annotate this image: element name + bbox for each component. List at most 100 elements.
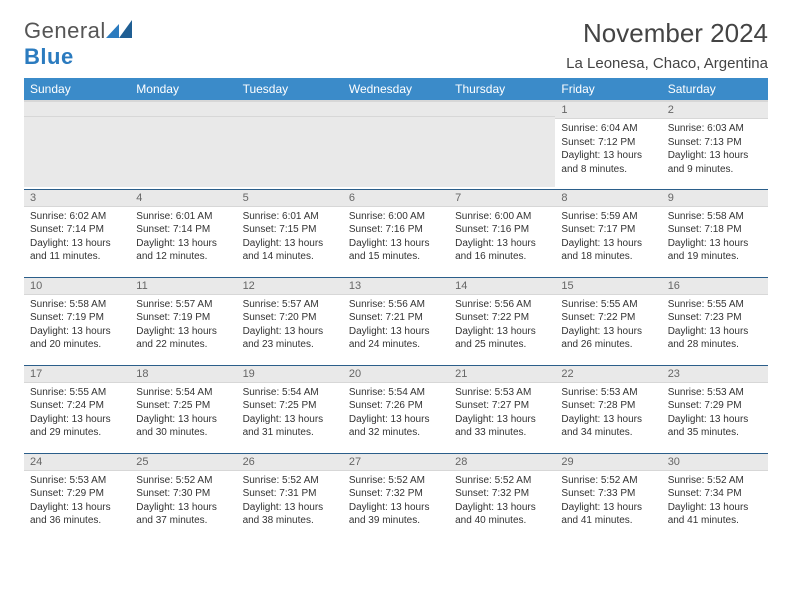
daylight-text: Daylight: 13 hours and 12 minutes. [136,237,230,264]
calendar-cell: 20Sunrise: 5:54 AMSunset: 7:26 PMDayligh… [343,365,449,453]
day-body [24,117,130,187]
calendar-row: 3Sunrise: 6:02 AMSunset: 7:14 PMDaylight… [24,189,768,277]
month-title: November 2024 [566,18,768,49]
calendar-cell: 22Sunrise: 5:53 AMSunset: 7:28 PMDayligh… [555,365,661,453]
day-body: Sunrise: 6:00 AMSunset: 7:16 PMDaylight:… [449,207,555,268]
daylight-text: Daylight: 13 hours and 18 minutes. [561,237,655,264]
daylight-text: Daylight: 13 hours and 33 minutes. [455,413,549,440]
sunrise-text: Sunrise: 5:54 AM [136,386,230,400]
header-bar: General Blue November 2024 La Leonesa, C… [24,18,768,72]
location-title: La Leonesa, Chaco, Argentina [566,55,768,72]
sunrise-text: Sunrise: 5:53 AM [455,386,549,400]
daylight-text: Daylight: 13 hours and 29 minutes. [30,413,124,440]
daylight-text: Daylight: 13 hours and 25 minutes. [455,325,549,352]
day-body: Sunrise: 5:58 AMSunset: 7:18 PMDaylight:… [662,207,768,268]
sunset-text: Sunset: 7:12 PM [561,136,655,150]
calendar-cell: 9Sunrise: 5:58 AMSunset: 7:18 PMDaylight… [662,189,768,277]
sunrise-text: Sunrise: 6:02 AM [30,210,124,224]
day-body: Sunrise: 6:01 AMSunset: 7:15 PMDaylight:… [237,207,343,268]
calendar-cell: 15Sunrise: 5:55 AMSunset: 7:22 PMDayligh… [555,277,661,365]
day-number: 1 [555,102,661,119]
day-body [130,117,236,187]
sunset-text: Sunset: 7:32 PM [349,487,443,501]
sunset-text: Sunset: 7:29 PM [30,487,124,501]
daylight-text: Daylight: 13 hours and 15 minutes. [349,237,443,264]
day-body: Sunrise: 5:55 AMSunset: 7:24 PMDaylight:… [24,383,130,444]
sunrise-text: Sunrise: 5:52 AM [243,474,337,488]
sunset-text: Sunset: 7:20 PM [243,311,337,325]
day-number: 3 [24,190,130,207]
calendar-cell: 7Sunrise: 6:00 AMSunset: 7:16 PMDaylight… [449,189,555,277]
day-number: 15 [555,278,661,295]
day-number: 24 [24,454,130,471]
calendar-cell: 2Sunrise: 6:03 AMSunset: 7:13 PMDaylight… [662,101,768,189]
sunset-text: Sunset: 7:23 PM [668,311,762,325]
sunset-text: Sunset: 7:14 PM [30,223,124,237]
daylight-text: Daylight: 13 hours and 38 minutes. [243,501,337,528]
calendar-cell: 6Sunrise: 6:00 AMSunset: 7:16 PMDaylight… [343,189,449,277]
day-body: Sunrise: 5:53 AMSunset: 7:28 PMDaylight:… [555,383,661,444]
sunrise-text: Sunrise: 5:54 AM [349,386,443,400]
daylight-text: Daylight: 13 hours and 22 minutes. [136,325,230,352]
sunrise-text: Sunrise: 5:53 AM [668,386,762,400]
daylight-text: Daylight: 13 hours and 20 minutes. [30,325,124,352]
calendar-cell: 11Sunrise: 5:57 AMSunset: 7:19 PMDayligh… [130,277,236,365]
day-body: Sunrise: 5:52 AMSunset: 7:30 PMDaylight:… [130,471,236,532]
day-body: Sunrise: 5:53 AMSunset: 7:29 PMDaylight:… [24,471,130,532]
sunrise-text: Sunrise: 5:58 AM [668,210,762,224]
day-number: 6 [343,190,449,207]
day-body: Sunrise: 5:59 AMSunset: 7:17 PMDaylight:… [555,207,661,268]
day-body: Sunrise: 5:58 AMSunset: 7:19 PMDaylight:… [24,295,130,356]
sunset-text: Sunset: 7:27 PM [455,399,549,413]
day-body: Sunrise: 5:56 AMSunset: 7:22 PMDaylight:… [449,295,555,356]
sunset-text: Sunset: 7:22 PM [455,311,549,325]
sunrise-text: Sunrise: 6:01 AM [243,210,337,224]
sunrise-text: Sunrise: 6:03 AM [668,122,762,136]
calendar-cell: 28Sunrise: 5:52 AMSunset: 7:32 PMDayligh… [449,453,555,541]
sunrise-text: Sunrise: 6:01 AM [136,210,230,224]
sunset-text: Sunset: 7:14 PM [136,223,230,237]
calendar-cell: 17Sunrise: 5:55 AMSunset: 7:24 PMDayligh… [24,365,130,453]
calendar-cell: 8Sunrise: 5:59 AMSunset: 7:17 PMDaylight… [555,189,661,277]
sunset-text: Sunset: 7:30 PM [136,487,230,501]
logo-text-2: Blue [24,44,74,69]
day-number: 17 [24,366,130,383]
day-number [237,102,343,117]
day-number: 4 [130,190,236,207]
day-number: 7 [449,190,555,207]
sunset-text: Sunset: 7:34 PM [668,487,762,501]
sunset-text: Sunset: 7:21 PM [349,311,443,325]
daylight-text: Daylight: 13 hours and 34 minutes. [561,413,655,440]
day-header: Tuesday [237,78,343,101]
day-number [343,102,449,117]
sunrise-text: Sunrise: 5:55 AM [668,298,762,312]
day-number: 14 [449,278,555,295]
sunrise-text: Sunrise: 5:52 AM [136,474,230,488]
day-body: Sunrise: 5:57 AMSunset: 7:20 PMDaylight:… [237,295,343,356]
calendar-row: 24Sunrise: 5:53 AMSunset: 7:29 PMDayligh… [24,453,768,541]
calendar-cell: 24Sunrise: 5:53 AMSunset: 7:29 PMDayligh… [24,453,130,541]
sunrise-text: Sunrise: 5:55 AM [30,386,124,400]
day-number: 21 [449,366,555,383]
title-block: November 2024 La Leonesa, Chaco, Argenti… [566,18,768,72]
calendar-row: 17Sunrise: 5:55 AMSunset: 7:24 PMDayligh… [24,365,768,453]
sunset-text: Sunset: 7:25 PM [136,399,230,413]
day-number: 10 [24,278,130,295]
calendar-table: SundayMondayTuesdayWednesdayThursdayFrid… [24,78,768,541]
sunrise-text: Sunrise: 6:04 AM [561,122,655,136]
sunset-text: Sunset: 7:15 PM [243,223,337,237]
day-number: 20 [343,366,449,383]
sunset-text: Sunset: 7:32 PM [455,487,549,501]
daylight-text: Daylight: 13 hours and 37 minutes. [136,501,230,528]
day-body: Sunrise: 5:54 AMSunset: 7:25 PMDaylight:… [130,383,236,444]
day-body [449,117,555,187]
calendar-cell: 10Sunrise: 5:58 AMSunset: 7:19 PMDayligh… [24,277,130,365]
daylight-text: Daylight: 13 hours and 11 minutes. [30,237,124,264]
day-body [343,117,449,187]
day-number: 8 [555,190,661,207]
day-number [449,102,555,117]
calendar-cell: 14Sunrise: 5:56 AMSunset: 7:22 PMDayligh… [449,277,555,365]
sunrise-text: Sunrise: 5:56 AM [455,298,549,312]
sunrise-text: Sunrise: 6:00 AM [455,210,549,224]
calendar-cell: 26Sunrise: 5:52 AMSunset: 7:31 PMDayligh… [237,453,343,541]
